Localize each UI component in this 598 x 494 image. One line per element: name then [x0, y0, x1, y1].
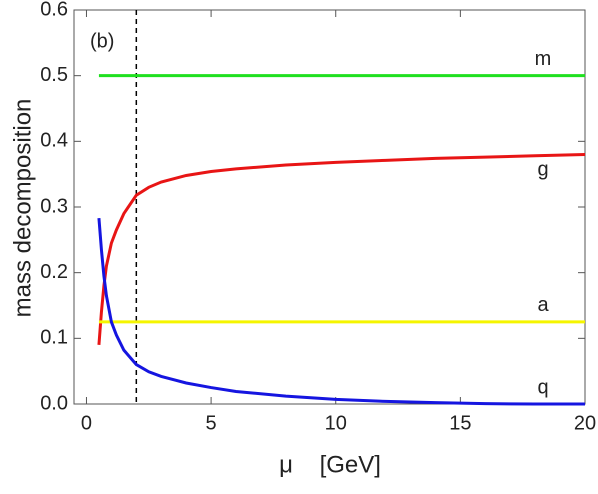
- y-axis-label: mass decomposition: [9, 99, 36, 318]
- x-tick-label: 15: [449, 412, 471, 434]
- y-tick-label: 0.4: [40, 130, 68, 152]
- x-tick-label: 20: [574, 412, 596, 434]
- y-tick-label: 0.0: [40, 392, 68, 414]
- x-tick-label: 0: [81, 412, 92, 434]
- series-line: [97, 218, 585, 406]
- y-tick-label: 0.2: [40, 261, 68, 283]
- panel-label: (b): [90, 30, 114, 52]
- series-label: m: [535, 48, 552, 70]
- x-tick-label: 5: [206, 412, 217, 434]
- series-label: q: [537, 376, 548, 398]
- y-tick-label: 0.3: [40, 195, 68, 217]
- series-line: [97, 152, 586, 346]
- x-axis-label: μ [GeV]: [279, 451, 381, 478]
- y-tick-label: 0.1: [40, 327, 68, 349]
- y-tick-label: 0.6: [40, 0, 68, 20]
- series-label: g: [537, 159, 548, 181]
- series-label: a: [537, 294, 549, 316]
- x-tick-label: 10: [325, 412, 347, 434]
- y-tick-label: 0.5: [40, 64, 68, 86]
- plot-frame: [73, 9, 586, 405]
